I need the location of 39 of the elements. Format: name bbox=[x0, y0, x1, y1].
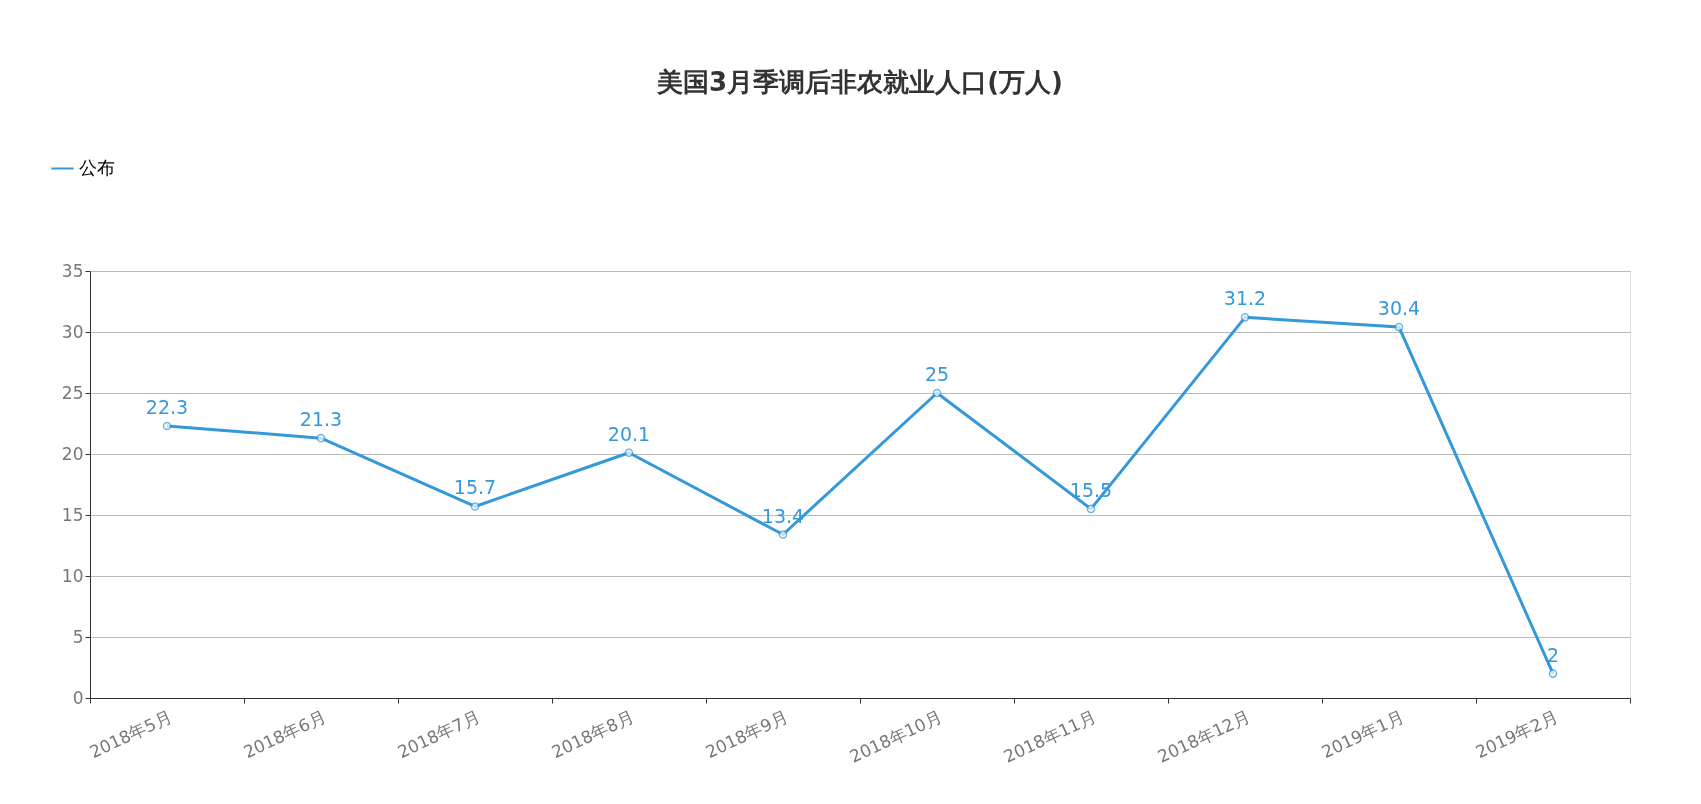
x-tick-label: 2019年2月 bbox=[1472, 706, 1561, 763]
data-label: 22.3 bbox=[145, 395, 189, 418]
data-label: 25 bbox=[924, 363, 950, 385]
point bbox=[1240, 313, 1250, 322]
point bbox=[624, 448, 634, 458]
x-tick-label: 2018年11月 bbox=[1000, 706, 1099, 767]
data-label: 15.7 bbox=[453, 476, 497, 499]
x-tick-label: 2018年7月 bbox=[394, 706, 483, 763]
point bbox=[1086, 504, 1096, 514]
y-tick-label: 15 bbox=[61, 504, 84, 525]
y-tick-label: 35 bbox=[61, 260, 84, 281]
y-tick-label: 30 bbox=[61, 321, 84, 342]
x-tick-label: 2018年8月 bbox=[548, 706, 637, 763]
point bbox=[316, 433, 326, 443]
x-tick-label: 2018年6月 bbox=[240, 706, 329, 763]
y-tick-label: 25 bbox=[61, 382, 84, 403]
point bbox=[1548, 669, 1558, 678]
point bbox=[932, 388, 942, 398]
data-label: 20.1 bbox=[607, 422, 651, 445]
x-tick-label: 2019年1月 bbox=[1318, 706, 1407, 763]
point bbox=[1394, 322, 1404, 332]
x-tick-label: 2018年12月 bbox=[1154, 706, 1253, 767]
point bbox=[470, 502, 480, 511]
y-tick-label: 20 bbox=[61, 443, 84, 464]
y-tick-label: 0 bbox=[72, 687, 84, 708]
chart-title: 美国3月季调后非农就业人口(万人) bbox=[656, 67, 1063, 97]
point bbox=[778, 530, 788, 539]
y-tick-label: 5 bbox=[72, 626, 84, 647]
y-tick-label: 10 bbox=[61, 565, 84, 586]
data-label: 21.3 bbox=[299, 408, 343, 431]
data-label: 31.2 bbox=[1223, 287, 1267, 310]
legend-label: 公布 bbox=[79, 156, 115, 178]
x-tick-label: 2018年5月 bbox=[86, 706, 175, 763]
x-tick-label: 2018年9月 bbox=[702, 706, 791, 763]
data-label: 30.4 bbox=[1377, 297, 1421, 320]
x-tick-label: 2018年10月 bbox=[846, 706, 945, 767]
data-label: 2 bbox=[1546, 643, 1560, 666]
data-label: 13.4 bbox=[761, 504, 805, 527]
point bbox=[162, 421, 172, 431]
